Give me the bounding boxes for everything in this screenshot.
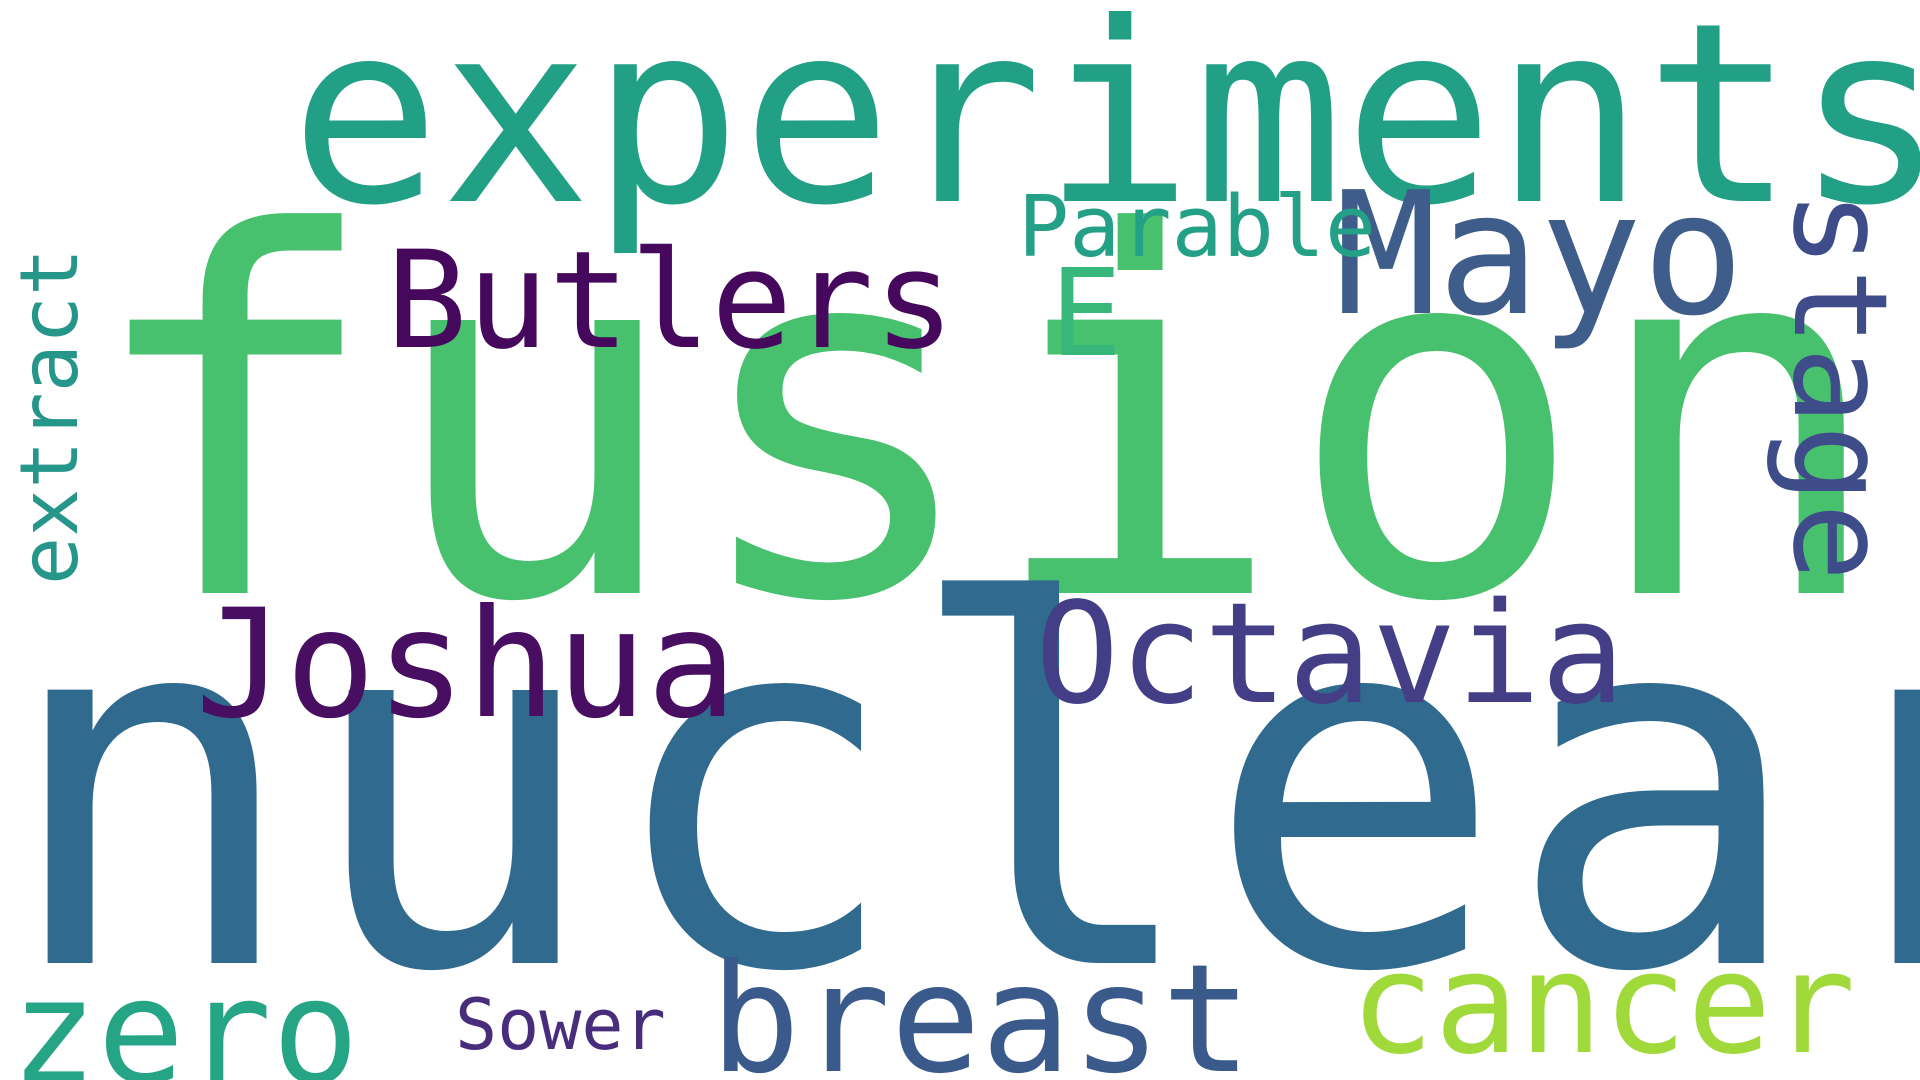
word-nuclear: nuclear	[0, 499, 1920, 1080]
word-zero: zero	[10, 948, 360, 1080]
word-experiments: experiments	[290, 0, 1920, 260]
word-stage: stage	[1764, 190, 1916, 582]
word-sower: Sower	[455, 984, 666, 1066]
word-fusion: fusion	[82, 129, 1889, 711]
word-mayo: Mayo	[1335, 156, 1745, 354]
word-butlers: Butlers	[386, 222, 955, 379]
word-cancer: cancer	[1350, 923, 1856, 1080]
word-extract: extract	[3, 247, 96, 585]
word-octavia: Octavia	[1035, 573, 1626, 736]
word-breast: breast	[710, 933, 1252, 1080]
word-parable: Parable	[1018, 178, 1377, 277]
word-joshua: Joshua	[195, 578, 737, 752]
word-e: E	[1050, 245, 1123, 384]
